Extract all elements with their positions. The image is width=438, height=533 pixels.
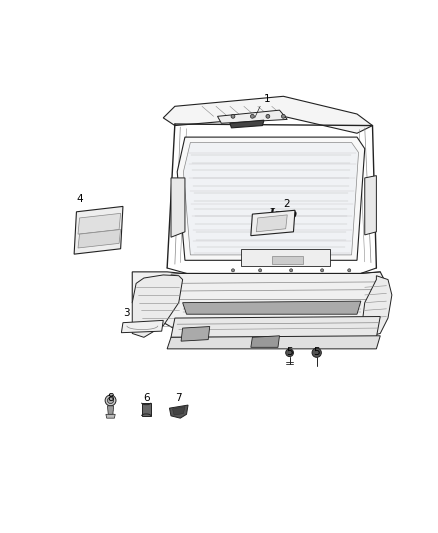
Text: 8: 8	[107, 393, 114, 403]
Circle shape	[231, 269, 235, 272]
Text: 7: 7	[176, 393, 182, 403]
Circle shape	[105, 395, 116, 406]
Polygon shape	[230, 120, 264, 128]
Polygon shape	[177, 137, 365, 260]
Polygon shape	[272, 256, 303, 264]
Polygon shape	[184, 142, 359, 255]
Polygon shape	[170, 405, 188, 418]
Polygon shape	[74, 206, 123, 254]
Circle shape	[266, 115, 270, 118]
Text: 5: 5	[313, 348, 320, 357]
Circle shape	[312, 348, 321, 357]
Text: 1: 1	[264, 94, 271, 104]
Circle shape	[231, 115, 235, 118]
Circle shape	[107, 398, 113, 403]
Polygon shape	[361, 276, 392, 337]
Text: 5: 5	[286, 348, 293, 357]
Circle shape	[251, 115, 254, 118]
Polygon shape	[173, 407, 185, 415]
Polygon shape	[218, 110, 287, 123]
Polygon shape	[251, 336, 279, 348]
Polygon shape	[183, 301, 361, 314]
Polygon shape	[171, 178, 185, 237]
Polygon shape	[171, 317, 380, 337]
Text: 2: 2	[283, 199, 290, 209]
Circle shape	[348, 269, 351, 272]
Circle shape	[321, 269, 324, 272]
Polygon shape	[78, 230, 120, 248]
Text: Jeep: Jeep	[269, 208, 298, 221]
Polygon shape	[106, 414, 115, 418]
Polygon shape	[132, 272, 388, 341]
Circle shape	[282, 115, 285, 118]
Polygon shape	[78, 213, 120, 234]
Polygon shape	[241, 249, 330, 265]
Polygon shape	[163, 96, 372, 133]
Polygon shape	[251, 210, 295, 236]
Circle shape	[286, 349, 293, 357]
Polygon shape	[181, 327, 210, 341]
Text: 4: 4	[77, 194, 83, 204]
Text: 3: 3	[123, 308, 130, 318]
Polygon shape	[365, 175, 376, 235]
Polygon shape	[132, 275, 183, 337]
Circle shape	[258, 269, 261, 272]
Polygon shape	[141, 403, 151, 416]
Text: 6: 6	[143, 393, 149, 403]
Polygon shape	[121, 320, 163, 333]
Polygon shape	[107, 406, 113, 414]
Polygon shape	[256, 215, 287, 232]
Polygon shape	[167, 336, 380, 349]
Circle shape	[290, 269, 293, 272]
